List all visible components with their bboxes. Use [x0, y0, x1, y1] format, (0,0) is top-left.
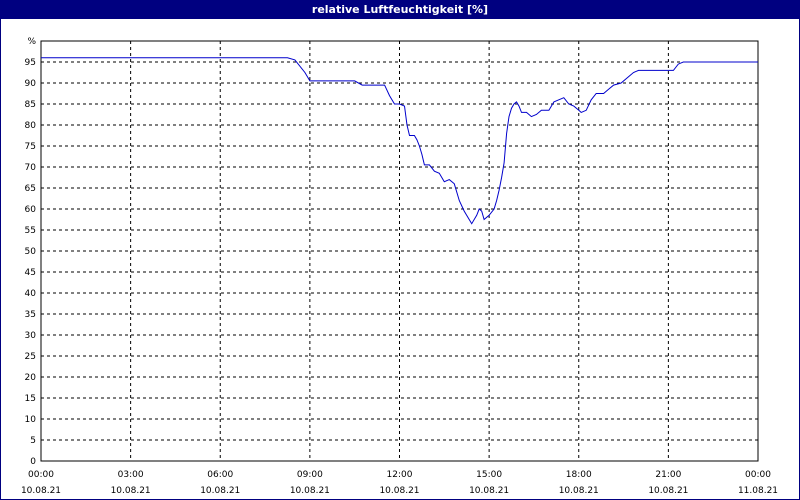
x-tick-time: 12:00 [387, 470, 413, 480]
x-tick-time: 00:00 [745, 470, 771, 480]
x-tick-date: 10.08.21 [111, 486, 151, 496]
x-tick-date: 10.08.21 [648, 486, 688, 496]
y-tick-label: 90 [25, 79, 37, 89]
x-tick-time: 03:00 [118, 470, 144, 480]
y-tick-label: 80 [25, 121, 37, 131]
y-tick-label: 25 [25, 352, 36, 362]
x-tick-date: 10.08.21 [290, 486, 330, 496]
plot-area [40, 40, 759, 462]
y-tick-label: 55 [25, 226, 36, 236]
x-tick-date: 10.08.21 [379, 486, 419, 496]
y-tick-label: 40 [25, 289, 37, 299]
y-tick-label: 85 [25, 100, 36, 110]
axis-ticks: 0 5 10 15 20 25 30 35 40 45 50 55 60 65 70 75 80 85 90 95 00… [21, 58, 778, 496]
y-axis-label: % [27, 37, 36, 47]
x-tick-time: 18:00 [566, 470, 592, 480]
y-tick-label: 30 [25, 331, 37, 341]
x-tick-date: 10.08.21 [559, 486, 599, 496]
x-tick-date: 10.08.21 [200, 486, 240, 496]
window-title: relative Luftfeuchtigkeit [%] [1, 1, 799, 19]
y-tick-label: 15 [25, 394, 36, 404]
y-tick-label: 10 [25, 415, 37, 425]
y-tick-label: 75 [25, 142, 36, 152]
grid [41, 41, 758, 461]
y-tick-label: 95 [25, 58, 36, 68]
y-tick-label: 60 [25, 205, 37, 215]
x-tick-time: 15:00 [476, 470, 502, 480]
x-tick-time: 00:00 [28, 470, 54, 480]
series-layer [41, 57, 758, 225]
x-tick-time: 21:00 [655, 470, 681, 480]
y-tick-label: 45 [25, 268, 36, 278]
humidity-series-line [41, 57, 758, 225]
y-tick-label: 70 [25, 163, 37, 173]
x-tick-time: 09:00 [297, 470, 323, 480]
y-tick-label: 50 [25, 247, 37, 257]
y-tick-label: 65 [25, 184, 36, 194]
y-tick-label: 0 [30, 457, 36, 467]
y-tick-label: 5 [30, 436, 36, 446]
x-tick-date: 11.08.21 [738, 486, 778, 496]
y-tick-label: 20 [25, 373, 37, 383]
y-tick-label: 35 [25, 310, 36, 320]
x-tick-date: 10.08.21 [21, 486, 61, 496]
x-tick-time: 06:00 [207, 470, 233, 480]
x-tick-date: 10.08.21 [469, 486, 509, 496]
